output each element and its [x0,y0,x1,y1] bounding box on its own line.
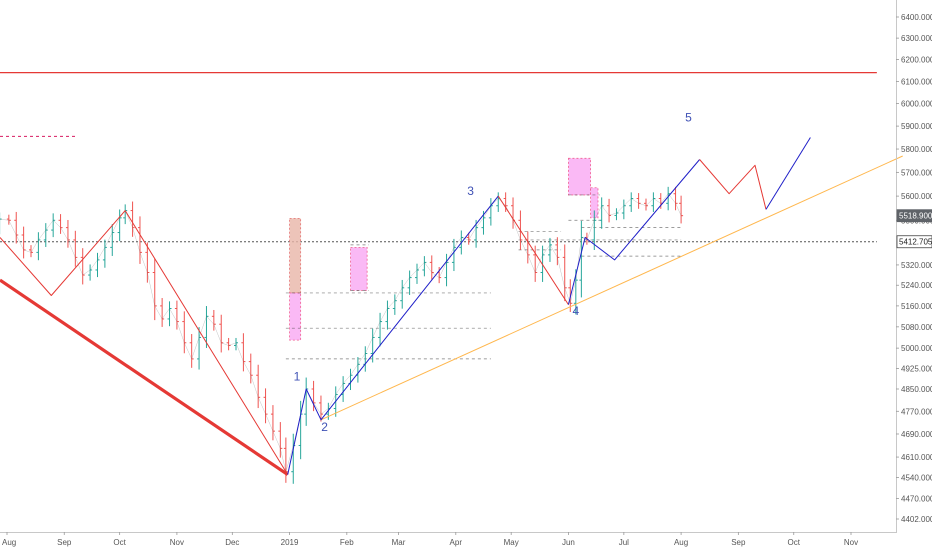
dashed-levels [285,194,682,360]
price-tag-label: 5518.900 [899,212,932,221]
y-tick-label: 6100.000 [901,77,932,86]
x-tick-label: May [504,538,519,547]
price-tags: 5518.900 5412.705 [896,209,932,249]
x-axis-ticks[interactable]: Aug Sep Oct Nov Dec 2019 Feb Mar Apr May Jun Jul Aug… [2,532,858,547]
wave-line [0,210,289,475]
y-tick-label: 4770.000 [901,407,932,416]
y-tick-label: 5900.000 [901,122,932,131]
y-tick-label: 6300.000 [901,34,932,43]
y-tick-label: 4540.000 [901,474,932,483]
y-tick-label: 5600.000 [901,192,932,201]
wave-line [497,195,569,305]
highlight-box [289,217,302,294]
horizontal-levels [0,72,877,243]
y-tick-label: 4470.000 [901,494,932,503]
trend-line [320,155,903,421]
highlight-box [568,157,591,196]
y-tick-label: 5700.000 [901,168,932,177]
price-trace [0,193,682,473]
x-tick-label: Feb [340,538,354,547]
x-tick-label: Jul [619,538,629,547]
y-axis-ticks[interactable]: 6400.000 6300.000 6200.000 6100.000 6000.000… [896,13,932,524]
wave-line [765,137,811,210]
wave-label-5: 5 [685,111,692,125]
wave-labels: 1 2 3 4 5 [294,111,693,435]
wave-lines [0,137,811,476]
x-tick-label: Jun [562,538,575,547]
wave-label-1: 1 [294,370,301,384]
highlight-box [350,246,368,291]
x-tick-label: Oct [788,538,801,547]
y-tick-label: 5160.000 [901,302,932,311]
price-tag-box [896,235,932,249]
wave-label-3: 3 [467,184,474,198]
x-tick-label: 2019 [281,538,299,547]
wave-line [567,159,700,305]
x-tick-label: Apr [450,538,463,547]
x-tick-label: Nov [844,538,858,547]
x-tick-label: Dec [225,538,239,547]
y-tick-label: 6200.000 [901,56,932,65]
x-tick-label: Nov [170,538,184,547]
wave-line [699,159,767,210]
wave-label-4: 4 [572,304,579,318]
axes [0,0,897,533]
trend-lines [320,155,903,421]
x-tick-label: Sep [57,538,72,547]
y-tick-label: 6400.000 [901,13,932,22]
x-tick-label: Oct [113,538,126,547]
y-tick-label: 5320.000 [901,261,932,270]
y-tick-label: 4925.000 [901,364,932,373]
price-tag-box [896,209,932,223]
y-tick-label: 4690.000 [901,430,932,439]
x-tick-label: Aug [2,538,16,547]
x-tick-label: Sep [731,538,746,547]
y-tick-label: 4610.000 [901,453,932,462]
y-tick-label: 5800.000 [901,145,932,154]
wave-line [287,195,499,475]
x-tick-label: Mar [392,538,406,547]
wave-label-2: 2 [321,420,328,434]
y-tick-label: 5240.000 [901,281,932,290]
y-tick-label: 6000.000 [901,100,932,109]
wave-line [0,278,289,476]
highlight-boxes [289,157,599,341]
y-tick-label: 5000.000 [901,344,932,353]
y-tick-label: 4850.000 [901,385,932,394]
highlight-box [289,292,302,341]
price-tag-label: 5412.705 [899,238,932,247]
x-tick-label: Aug [674,538,688,547]
y-tick-label: 4402.000 [901,515,932,524]
y-tick-label: 5080.000 [901,323,932,332]
